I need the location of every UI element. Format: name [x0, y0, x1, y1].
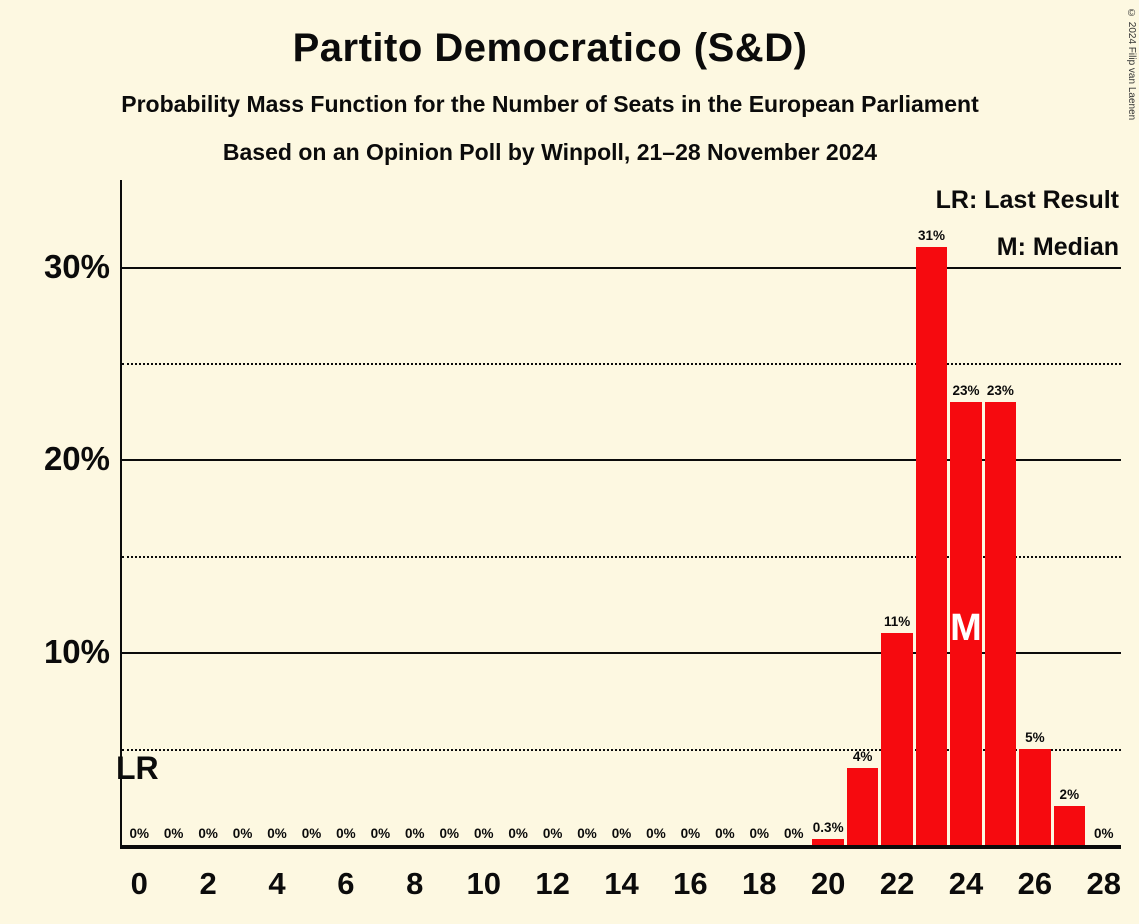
x-axis-tick-label: 2: [199, 866, 217, 901]
x-axis-tick-label: 18: [742, 866, 777, 901]
bar-value-label: 0%: [439, 826, 460, 841]
x-axis-tick-label: 10: [466, 866, 501, 901]
x-axis-tick-label: 24: [948, 866, 984, 901]
bar-value-label: 0.3%: [812, 820, 844, 836]
copyright-notice: © 2024 Filip van Laenen: [1126, 8, 1137, 121]
legend-median: M: Median: [996, 233, 1119, 261]
y-axis-tick-label: 10%: [43, 633, 110, 671]
bar-seat-25: [984, 401, 1017, 845]
bar-seat-22: [881, 632, 913, 845]
bar-value-label: 0%: [542, 826, 563, 841]
bar-seat-20: [812, 839, 844, 845]
bar-seat-23: [915, 247, 948, 845]
x-axis-tick-label: 22: [879, 866, 915, 901]
x-axis-tick-label: 26: [1017, 866, 1053, 901]
x-axis-tick-label: 14: [604, 866, 639, 901]
x-axis-tick-label: 0: [130, 866, 148, 901]
gridline-dotted: [122, 555, 1121, 558]
gridline-solid: [122, 652, 1121, 655]
bar-value-label: 5%: [1025, 729, 1045, 745]
x-axis-tick-label: 16: [673, 866, 708, 901]
y-axis-tick-label: 20%: [43, 440, 110, 478]
x-axis-tick-label: 8: [406, 866, 424, 901]
bar-value-label: 0%: [611, 826, 632, 841]
x-axis-tick-label: 20: [810, 866, 846, 901]
bar-value-label: 0%: [680, 826, 701, 841]
bar-value-label: 4%: [852, 748, 873, 764]
x-axis-tick-label: 28: [1086, 866, 1122, 901]
bar-value-label: 0%: [473, 826, 494, 841]
gridline-solid: [122, 266, 1121, 269]
bar-value-label: 0%: [336, 826, 356, 841]
bar-value-label: 0%: [232, 826, 253, 841]
gridline-solid: [122, 459, 1121, 462]
bar-value-label: 31%: [918, 228, 946, 244]
bar-value-label: 0%: [163, 826, 184, 841]
bar-value-label: 0%: [577, 826, 597, 841]
bar-seat-21: [846, 767, 879, 845]
bar-value-label: 0%: [646, 826, 666, 841]
plot-area: 10% 20% 30% 0% 0% 0% 0% 0% 0% 0% 0% 0% 0% 0% 0% 0% 0% 0% 0…: [44, 180, 1121, 901]
chart-subtitle-line2: Based on an Opinion Poll by Winpoll, 21–…: [222, 139, 878, 165]
x-axis-tick-label: 4: [268, 866, 286, 901]
bar-value-label: 0%: [129, 826, 149, 841]
bar-value-label: 0%: [715, 826, 735, 841]
bar-value-label: 0%: [1094, 826, 1114, 841]
bar-value-label: 23%: [952, 382, 980, 398]
chart-title: Partito Democratico (S&D): [292, 26, 808, 70]
bar-value-label: 23%: [986, 382, 1014, 398]
x-axis-tick-label: 12: [535, 866, 570, 901]
bar-seat-24: [950, 401, 982, 845]
gridline-dotted: [122, 363, 1121, 366]
chart-subtitle-line1: Probability Mass Function for the Number…: [121, 91, 979, 117]
last-result-annotation: LR: [116, 750, 159, 786]
bar-value-label: 2%: [1059, 787, 1080, 803]
bar-value-label: 0%: [198, 826, 218, 841]
bar-value-label: 0%: [749, 826, 770, 841]
median-marker: M: [950, 607, 982, 649]
bar-seat-27: [1053, 806, 1086, 845]
legend-last-result: LR: Last Result: [935, 186, 1119, 214]
x-axis-tick-label: 6: [337, 866, 355, 901]
bar-seat-26: [1019, 748, 1051, 845]
y-axis-tick-label: 30%: [43, 247, 110, 285]
bar-value-label: 0%: [301, 826, 322, 841]
bar-value-label: 0%: [405, 826, 425, 841]
bar-value-label: 0%: [267, 826, 287, 841]
bar-value-label: 11%: [883, 613, 911, 629]
bar-value-label: 0%: [783, 826, 804, 841]
gridline-dotted: [122, 748, 1121, 751]
bar-value-label: 0%: [508, 826, 528, 841]
bar-value-label: 0%: [370, 826, 391, 841]
